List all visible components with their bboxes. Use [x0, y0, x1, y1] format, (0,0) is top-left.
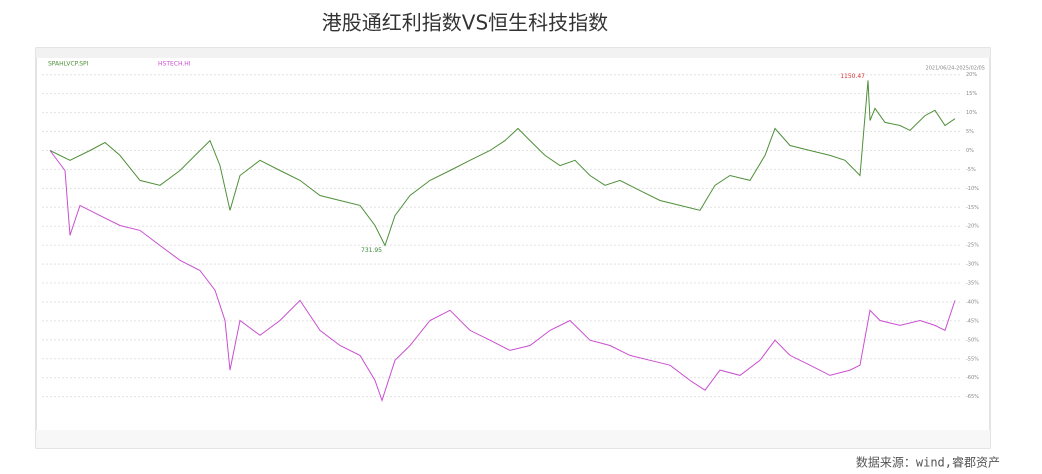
- x-axis-strip: [36, 430, 990, 448]
- y-tick-label: -30%: [966, 262, 979, 268]
- chart-title: 港股通红利指数VS恒生科技指数: [322, 11, 608, 35]
- series-line: [49, 80, 956, 247]
- date-range: 2021/06/24-2025/02/05: [926, 66, 985, 72]
- y-tick-label: 20%: [966, 72, 977, 78]
- y-tick-label: -40%: [966, 299, 979, 305]
- y-tick-label: -10%: [966, 186, 979, 192]
- y-tick-label: -65%: [966, 394, 979, 400]
- y-tick-label: -20%: [966, 224, 979, 230]
- y-tick-label: -15%: [966, 205, 979, 211]
- plot: 20% 15% 10% 5% 0% -5% -10% -15% -20% -25% -30% -35%…: [42, 61, 979, 402]
- series-line: [49, 150, 956, 402]
- y-tick-label: -25%: [966, 243, 979, 249]
- window-frame: [35, 47, 991, 449]
- y-tick-label: 15%: [966, 91, 977, 97]
- y-tick-label: -45%: [966, 318, 979, 324]
- y-tick-label: -50%: [966, 337, 979, 343]
- annotation-max: 1150.47: [840, 73, 865, 80]
- y-tick-label: -55%: [966, 356, 979, 362]
- y-tick-label: 0%: [966, 148, 974, 154]
- y-tick-label: 10%: [966, 110, 977, 116]
- y-tick-label: -5%: [966, 167, 976, 173]
- annotation-min: 731.95: [361, 247, 382, 254]
- y-tick-label: -60%: [966, 375, 979, 381]
- source: 数据来源：wind,睿郡资产: [856, 455, 1000, 470]
- y-tick-label: 5%: [966, 129, 974, 135]
- y-tick-label: -35%: [966, 281, 979, 287]
- legend-label: SPAHLVCP.SPI: [48, 61, 89, 68]
- legend-label: HSTECH.HI: [158, 61, 191, 68]
- toolbar: [36, 48, 990, 58]
